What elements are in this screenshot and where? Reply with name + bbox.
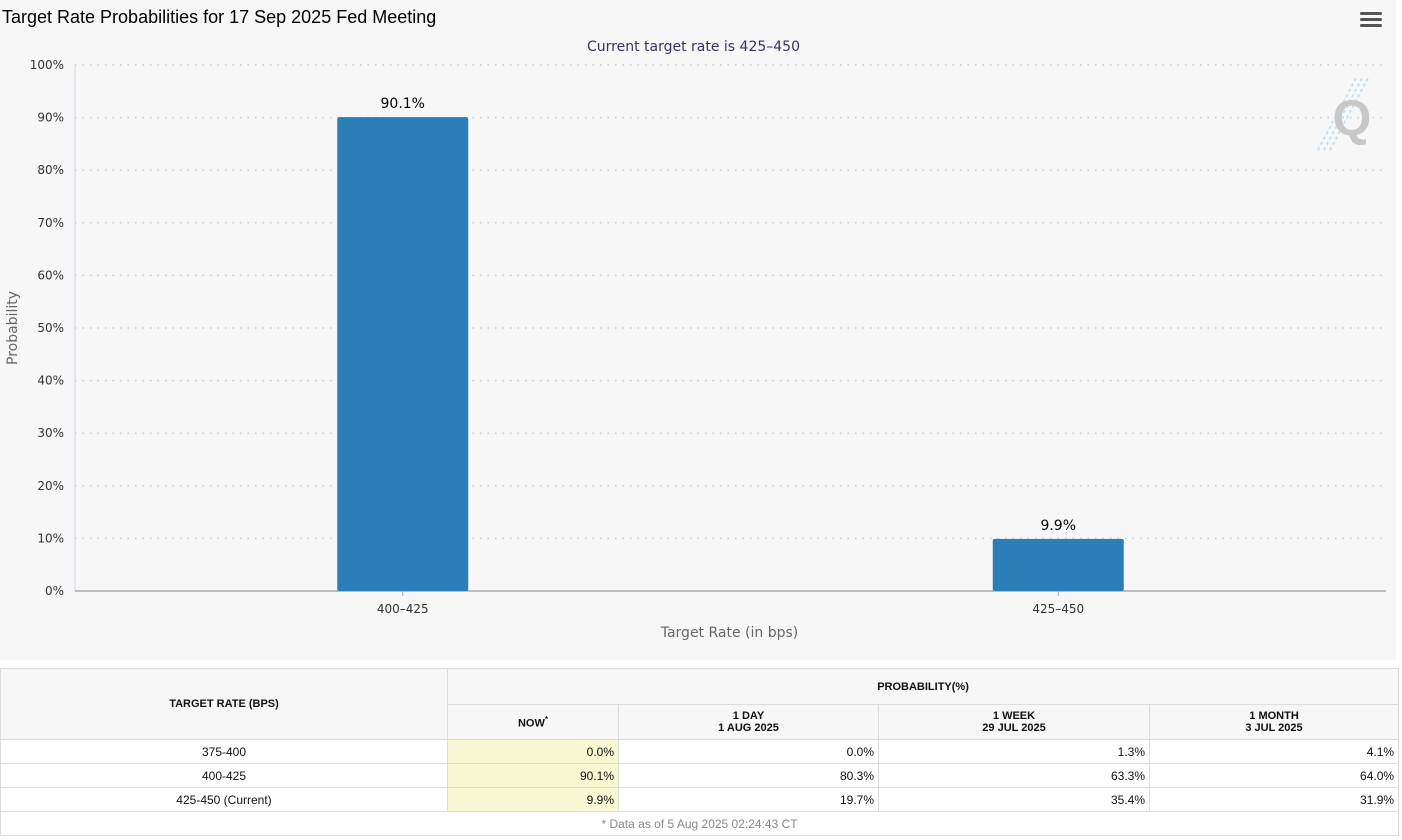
- header-now: NOW*: [447, 704, 619, 740]
- cell-1week: 35.4%: [878, 787, 1150, 812]
- svg-text:Q: Q: [1333, 90, 1372, 146]
- footnote: * Data as of 5 Aug 2025 02:24:43 CT: [0, 811, 1400, 836]
- header-1day-label: 1 DAY: [732, 710, 765, 722]
- y-tick-label: 20%: [37, 479, 64, 493]
- header-1month: 1 MONTH 3 JUL 2025: [1148, 704, 1400, 740]
- bar: [337, 117, 469, 591]
- table-row: 400-425 90.1% 80.3% 63.3% 64.0%: [0, 763, 1400, 788]
- probability-table: TARGET RATE (BPS) PROBABILITY(%) NOW* 1 …: [0, 668, 1400, 836]
- cell-1day: 0.0%: [618, 739, 879, 764]
- hamburger-menu-icon[interactable]: [1360, 12, 1382, 32]
- cell-rate: 400-425: [0, 763, 448, 788]
- bar: [992, 538, 1124, 591]
- header-1week-label: 1 WEEK: [992, 710, 1036, 722]
- y-tick-label: 40%: [37, 374, 64, 388]
- header-1month-date: 3 JUL 2025: [1245, 722, 1303, 734]
- cell-rate: 375-400: [0, 739, 448, 764]
- data-label: 9.9%: [1040, 518, 1076, 534]
- chart-panel: Current target rate is 425–450 0% 10% 20% 30…: [2, 7, 1386, 641]
- cell-1week: 1.3%: [878, 739, 1150, 764]
- cell-rate: 425-450 (Current): [0, 787, 448, 812]
- header-target-rate: TARGET RATE (BPS): [0, 668, 448, 740]
- table-row: 425-450 (Current) 9.9% 19.7% 35.4% 31.9%: [0, 787, 1400, 812]
- cell-1day: 80.3%: [618, 763, 879, 788]
- header-1day-date: 1 AUG 2025: [718, 722, 779, 734]
- y-tick-label: 30%: [37, 426, 64, 440]
- header-now-mark: *: [544, 714, 548, 724]
- cell-1month: 64.0%: [1148, 763, 1400, 788]
- bar-chart: Current target rate is 425–450 0% 10% 20% 30…: [5, 39, 1386, 641]
- cell-1week: 63.3%: [878, 763, 1150, 788]
- q-logo-icon: Q: [1317, 77, 1372, 151]
- cell-now: 0.0%: [447, 739, 619, 764]
- header-1week: 1 WEEK 29 JUL 2025: [878, 704, 1150, 740]
- x-axis-title: Target Rate (in bps): [660, 625, 799, 641]
- cell-now: 9.9%: [447, 787, 619, 812]
- y-tick-label: 60%: [37, 268, 64, 282]
- y-tick-label: 100%: [30, 58, 64, 72]
- table-footnote-row: * Data as of 5 Aug 2025 02:24:43 CT: [0, 811, 1400, 836]
- y-tick-label: 90%: [37, 111, 64, 125]
- y-tick-label: 70%: [37, 216, 64, 230]
- header-1month-label: 1 MONTH: [1249, 710, 1299, 722]
- cell-1month: 31.9%: [1148, 787, 1400, 812]
- cell-now: 90.1%: [447, 763, 619, 788]
- header-now-label: NOW: [517, 717, 545, 730]
- probability-table-container: TARGET RATE (BPS) PROBABILITY(%) NOW* 1 …: [0, 668, 1400, 836]
- y-tick-label: 80%: [37, 163, 64, 177]
- chart-subtitle: Current target rate is 425–450: [587, 39, 800, 55]
- chart-title: Target Rate Probabilities for 17 Sep 202…: [2, 7, 437, 27]
- y-axis-title: Probability: [5, 291, 21, 365]
- header-1day: 1 DAY 1 AUG 2025: [618, 704, 879, 740]
- cell-1day: 19.7%: [618, 787, 879, 812]
- y-tick-label: 10%: [37, 531, 64, 545]
- data-label: 90.1%: [381, 96, 425, 112]
- x-tick-label: 400–425: [377, 602, 429, 616]
- header-probability: PROBABILITY(%): [446, 668, 1400, 705]
- table-row: 375-400 0.0% 0.0% 1.3% 4.1%: [0, 739, 1400, 764]
- x-tick-label: 425–450: [1032, 602, 1084, 616]
- header-1week-date: 29 JUL 2025: [982, 722, 1046, 734]
- y-tick-label: 0%: [45, 584, 64, 598]
- y-tick-label: 50%: [37, 321, 64, 335]
- cell-1month: 4.1%: [1148, 739, 1400, 764]
